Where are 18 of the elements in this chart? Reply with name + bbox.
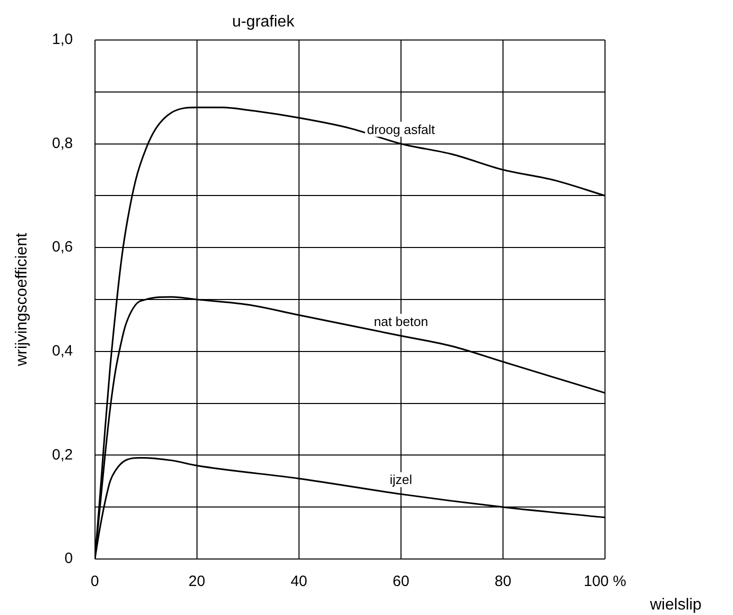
y-tick-label: 0,4 xyxy=(52,342,73,360)
x-tick-label: 40 xyxy=(290,573,308,590)
x-tick-label: 20 xyxy=(188,573,206,590)
y-tick-label: 0,6 xyxy=(52,238,73,256)
y-axis-title: wrijvingscoefficient xyxy=(13,232,30,368)
x-tick-label: 60 xyxy=(392,573,410,590)
series-label: ijzel xyxy=(390,472,412,488)
x-tick-label: 0 xyxy=(90,573,100,590)
series-label: droog asfalt xyxy=(366,122,436,137)
y-tick-label: 1,0 xyxy=(52,31,73,48)
x-tick-label: 100 % xyxy=(584,573,626,590)
y-tick-label: 0,8 xyxy=(52,134,73,152)
y-tick-label: 0 xyxy=(64,550,73,568)
x-axis-title: wielslip xyxy=(649,596,702,614)
x-tick-label: 80 xyxy=(494,573,512,590)
y-tick-label: 0,2 xyxy=(52,446,73,464)
series-label: nat beton xyxy=(374,314,428,329)
chart-title: u-grafiek xyxy=(232,13,296,30)
